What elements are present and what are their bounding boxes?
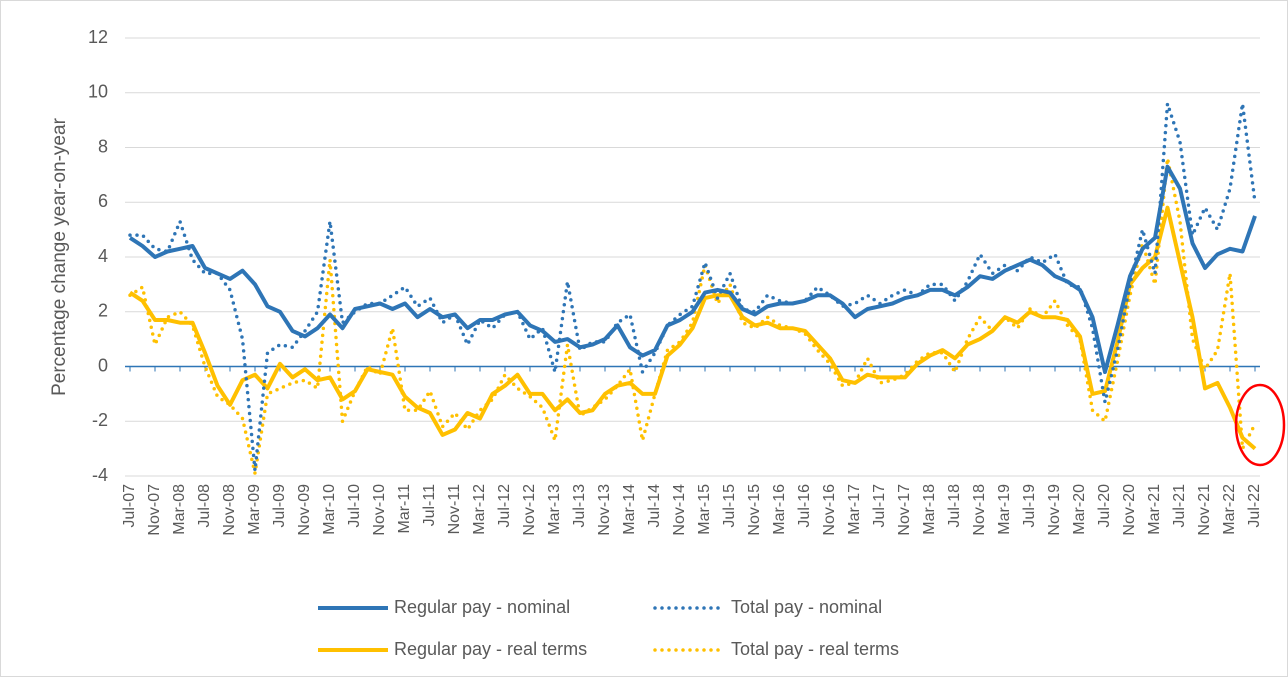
x-tick-label: Mar-18	[921, 484, 938, 535]
legend-label: Total pay - nominal	[731, 597, 882, 617]
x-tick-label: Nov-18	[971, 484, 988, 536]
x-tick-label: Jul-12	[496, 484, 513, 528]
x-tick-label: Nov-20	[1121, 484, 1138, 536]
x-tick-label: Nov-09	[296, 484, 313, 536]
x-tick-label: Mar-12	[471, 484, 488, 535]
x-tick-label: Jul-14	[646, 484, 663, 528]
x-tick-label: Nov-15	[746, 484, 763, 536]
x-tick-label: Nov-12	[521, 484, 538, 536]
x-tick-label: Nov-21	[1196, 484, 1213, 536]
x-tick-label: Jul-11	[421, 484, 438, 526]
y-tick-label: 4	[98, 246, 108, 266]
x-tick-label: Mar-09	[246, 484, 263, 535]
x-tick-label: Nov-17	[896, 484, 913, 536]
x-tick-label: Mar-11	[396, 484, 413, 534]
x-tick-label: Jul-13	[571, 484, 588, 528]
x-tick-label: Mar-13	[546, 484, 563, 535]
x-tick-label: Jul-17	[871, 484, 888, 528]
x-tick-label: Nov-07	[146, 484, 163, 536]
x-tick-label: Mar-15	[696, 484, 713, 535]
y-tick-label: 8	[98, 136, 108, 156]
legend-label: Regular pay - nominal	[394, 597, 570, 617]
x-tick-label: Jul-16	[796, 484, 813, 528]
x-tick-label: Nov-13	[596, 484, 613, 536]
x-tick-label: Jul-19	[1021, 484, 1038, 528]
grid	[125, 37, 1260, 477]
x-tick-label: Nov-19	[1046, 484, 1063, 536]
x-tick-label: Jul-08	[196, 484, 213, 528]
legend-label: Regular pay - real terms	[394, 639, 587, 659]
x-tick-label: Mar-21	[1146, 484, 1163, 535]
x-tick-label: Nov-10	[371, 484, 388, 536]
y-tick-label: 12	[88, 27, 108, 47]
x-tick-label: Jul-21	[1171, 484, 1188, 528]
x-tick-label: Nov-16	[821, 484, 838, 536]
y-tick-label: -4	[92, 465, 108, 485]
x-tick-label: Mar-20	[1071, 484, 1088, 535]
x-tick-label: Jul-10	[346, 484, 363, 528]
y-tick-label: -2	[92, 410, 108, 430]
plot-area	[128, 103, 1257, 474]
x-tick-label: Mar-19	[996, 484, 1013, 535]
x-tick-label: Nov-14	[671, 484, 688, 536]
x-tick-label: Jul-07	[121, 484, 138, 528]
series-line	[128, 205, 1257, 451]
x-tick-label: Mar-10	[321, 484, 338, 535]
y-axis-title: Percentage change year-on-year	[49, 117, 70, 395]
y-tick-label: 2	[98, 301, 108, 321]
series-line	[128, 103, 1257, 471]
x-tick-label: Jul-15	[721, 484, 738, 528]
x-tick-label: Nov-08	[221, 484, 238, 536]
x-tick-label: Jul-22	[1246, 484, 1263, 528]
x-tick-label: Jul-09	[271, 484, 288, 528]
series-line	[128, 158, 1257, 474]
y-tick-label: 10	[88, 82, 108, 102]
y-tick-label: 0	[98, 355, 108, 375]
x-tick-label: Mar-16	[771, 484, 788, 535]
y-tick-label: 6	[98, 191, 108, 211]
x-tick-label: Nov-11	[446, 484, 463, 534]
legend-label: Total pay - real terms	[731, 639, 899, 659]
x-tick-label: Jul-18	[946, 484, 963, 528]
x-tick-label: Mar-22	[1221, 484, 1238, 535]
highlight-ellipse	[1234, 383, 1286, 467]
x-tick-label: Mar-14	[621, 484, 638, 535]
x-tick-label: Mar-08	[171, 484, 188, 535]
x-tick-label: Jul-20	[1096, 484, 1113, 528]
x-tick-label: Mar-17	[846, 484, 863, 535]
